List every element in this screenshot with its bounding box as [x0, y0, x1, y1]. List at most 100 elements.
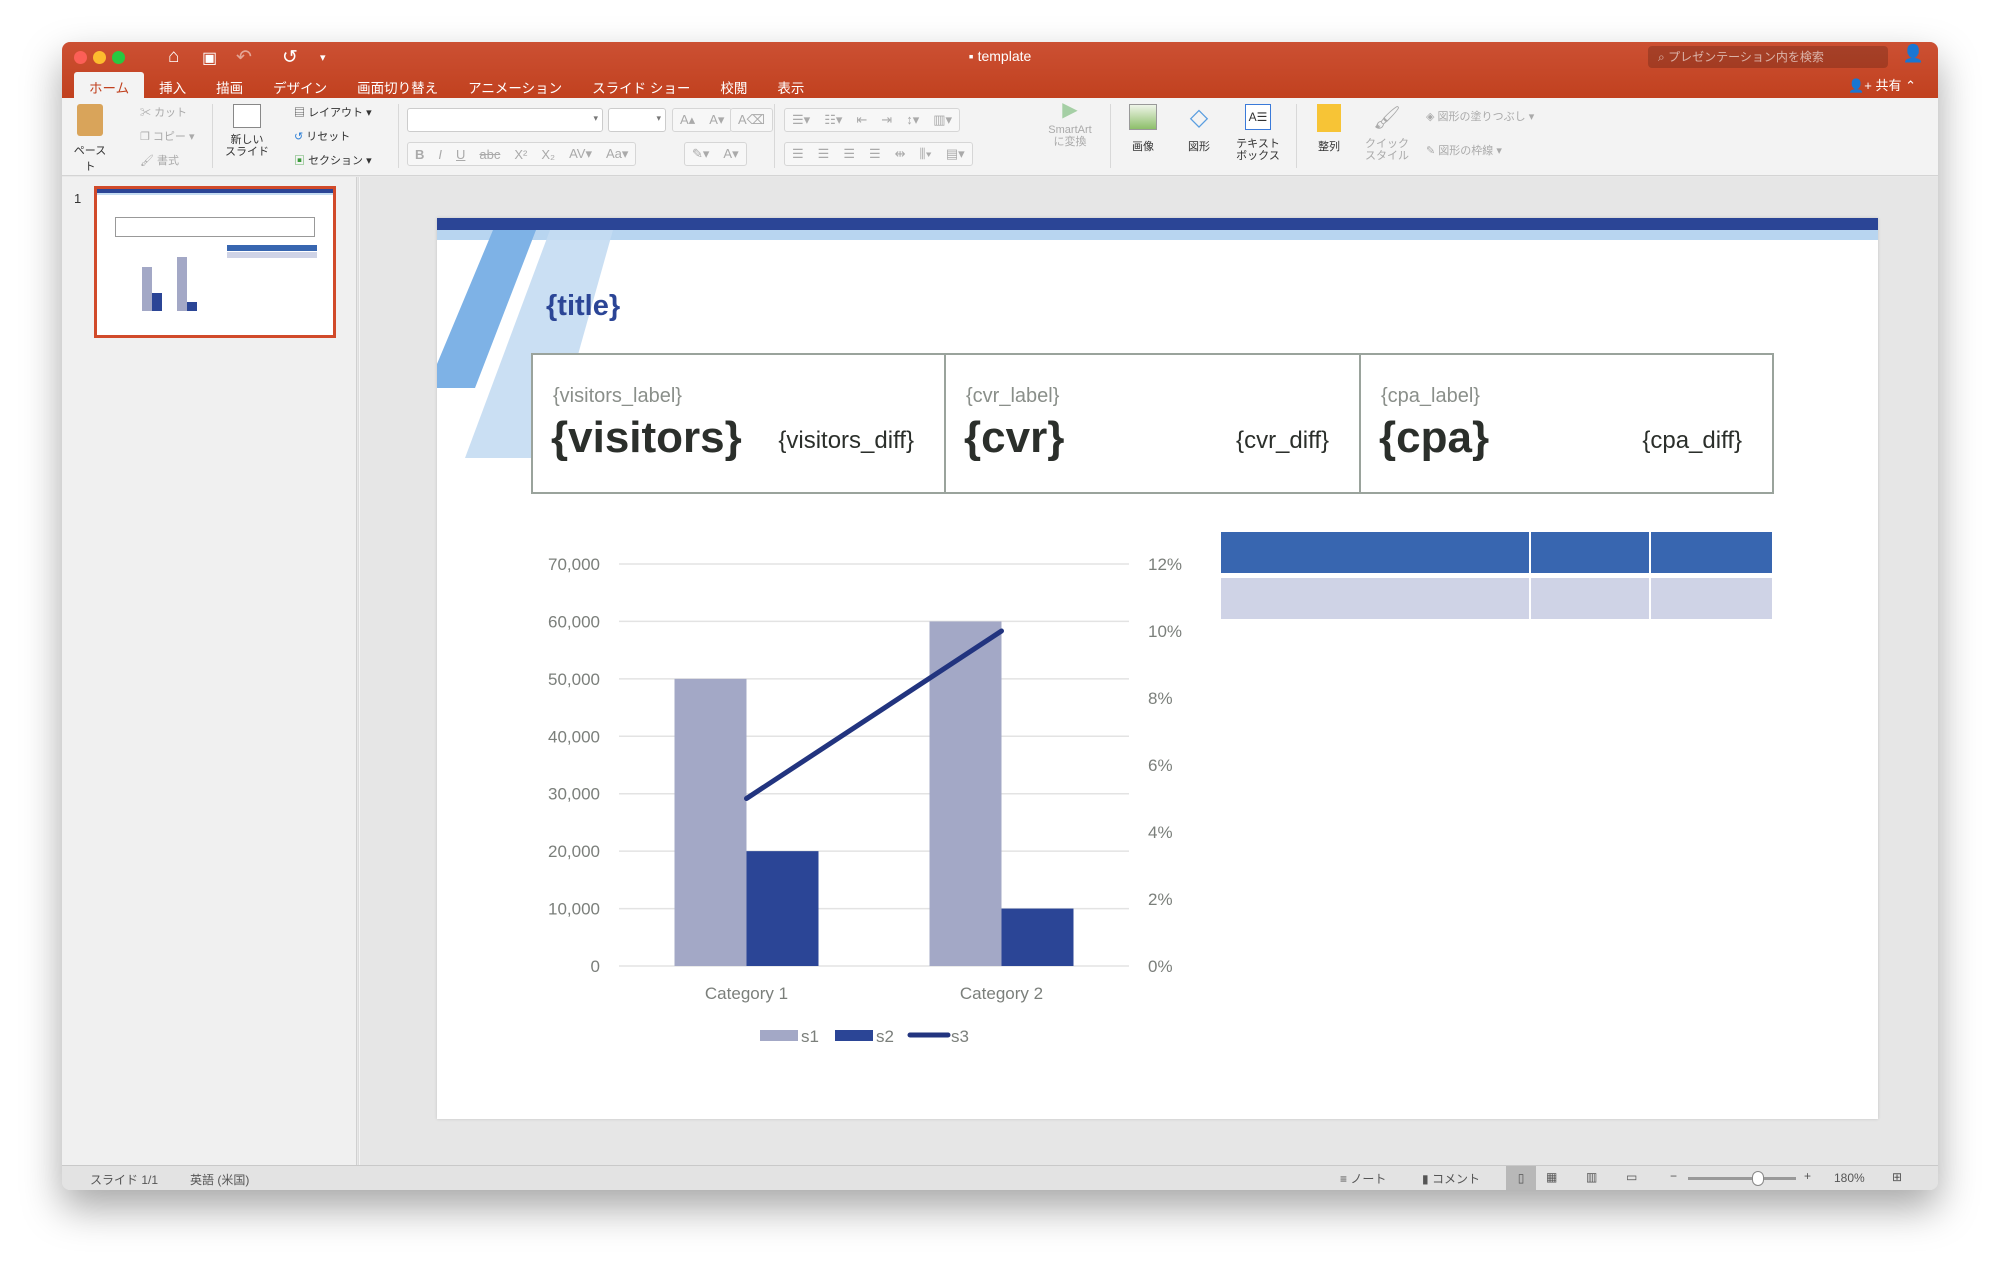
- quick-style-button[interactable]: 🖌 クイック スタイル: [1362, 104, 1412, 162]
- align-left-icon[interactable]: ☰: [792, 146, 804, 161]
- zoom-out-icon[interactable]: −: [1670, 1169, 1678, 1183]
- align-text-icon[interactable]: ▤▾: [945, 146, 965, 161]
- undo-icon[interactable]: ↶: [236, 47, 252, 68]
- subscript-icon[interactable]: X₂: [541, 146, 556, 162]
- tab-transitions[interactable]: 画面切り替え: [357, 81, 439, 96]
- fit-to-window-icon[interactable]: ⊞: [1892, 1170, 1903, 1184]
- shape-fill-button[interactable]: ◈ 図形の塗りつぶし ▾: [1426, 111, 1535, 123]
- grow-font-icon[interactable]: A▴: [680, 112, 696, 127]
- align-center-icon[interactable]: ☰: [817, 146, 830, 161]
- shape-outline-button[interactable]: ✎ 図形の枠線 ▾: [1426, 145, 1502, 157]
- tab-insert[interactable]: 挿入: [159, 81, 187, 96]
- zoom-slider[interactable]: [1688, 1171, 1796, 1186]
- strikethrough-icon[interactable]: abc: [479, 146, 501, 162]
- cut-button[interactable]: ✂ カット: [140, 104, 187, 120]
- share-button[interactable]: 👤+ 共有 ⌃: [1848, 75, 1916, 94]
- home-icon[interactable]: ⌂: [168, 46, 180, 67]
- close-button[interactable]: [74, 51, 87, 64]
- notes-button[interactable]: ≡ ノート: [1340, 1170, 1386, 1187]
- justify-icon[interactable]: ☰: [868, 146, 881, 161]
- italic-icon[interactable]: I: [438, 146, 443, 162]
- reading-view-icon[interactable]: ▥: [1586, 1170, 1598, 1184]
- arrange-button[interactable]: 整列: [1306, 104, 1352, 154]
- numbering-icon[interactable]: ☷▾: [824, 112, 843, 127]
- clear-format-button[interactable]: A⌫: [730, 108, 774, 132]
- account-icon[interactable]: 👤: [1902, 44, 1924, 63]
- y-right-tick-label: 10%: [1148, 622, 1182, 641]
- columns-icon[interactable]: ▥▾: [933, 112, 953, 127]
- search-input[interactable]: ⌕ プレゼンテーション内を検索: [1648, 46, 1888, 68]
- textbox-button[interactable]: A☰ テキスト ボックス: [1230, 104, 1286, 162]
- zoom-level[interactable]: 180%: [1834, 1171, 1865, 1185]
- slide-thumbnail-1[interactable]: [94, 186, 336, 338]
- tab-home[interactable]: ホーム: [74, 72, 145, 98]
- list-buttons: ☰▾ ☷▾ ⇤ ⇥ ↕▾ ▥▾: [784, 108, 961, 132]
- shape-button[interactable]: ◇ 図形: [1176, 104, 1222, 154]
- outdent-icon[interactable]: ⇤: [856, 112, 868, 127]
- slide-title[interactable]: {title}: [546, 290, 621, 322]
- superscript-icon[interactable]: X²: [514, 146, 528, 162]
- highlight-icon[interactable]: ✎▾: [692, 146, 710, 161]
- table-header-cell[interactable]: [1221, 532, 1529, 573]
- table-header-cell[interactable]: [1651, 532, 1772, 573]
- change-case-icon[interactable]: Aa▾: [606, 146, 629, 161]
- font-size-select[interactable]: ▾: [608, 108, 666, 132]
- tab-review[interactable]: 校閲: [720, 81, 748, 96]
- tab-slideshow[interactable]: スライド ショー: [592, 81, 691, 96]
- image-button[interactable]: 画像: [1120, 104, 1166, 154]
- new-slide-button[interactable]: 新しい スライド: [222, 104, 272, 158]
- tab-draw[interactable]: 描画: [216, 81, 244, 96]
- customize-toolbar-icon[interactable]: ▾: [320, 52, 326, 64]
- indent-icon[interactable]: ⇥: [881, 112, 893, 127]
- text-direction-icon[interactable]: ⫼▾: [919, 146, 932, 161]
- collapse-ribbon-icon[interactable]: ⌃: [1905, 78, 1916, 93]
- line-spacing-icon[interactable]: ↕▾: [906, 112, 920, 127]
- shrink-font-icon[interactable]: A▾: [709, 112, 725, 127]
- format-painter-button[interactable]: 🖌 書式: [140, 152, 179, 168]
- table-cell[interactable]: [1221, 578, 1529, 619]
- char-spacing-icon[interactable]: AV▾: [569, 146, 592, 161]
- table-cell[interactable]: [1651, 578, 1772, 619]
- zoom-button[interactable]: [112, 51, 125, 64]
- kpi-value: {visitors}: [551, 413, 742, 462]
- font-name-select[interactable]: ▾: [407, 108, 603, 132]
- slide-counter: スライド 1/1: [90, 1173, 159, 1187]
- underline-icon[interactable]: U: [456, 146, 466, 162]
- combo-chart[interactable]: 0 10,000 20,000 30,000 40,000 50,000 60,000 70,…: [520, 540, 1220, 1060]
- pencil-icon: ✎: [1426, 145, 1439, 157]
- bullets-icon[interactable]: ☰▾: [792, 112, 811, 127]
- tab-view[interactable]: 表示: [777, 81, 805, 96]
- save-icon[interactable]: ▣: [202, 50, 218, 67]
- zoom-slider-handle[interactable]: [1752, 1171, 1764, 1186]
- table-cell[interactable]: [1531, 578, 1649, 619]
- reset-button[interactable]: ↺ リセット: [294, 128, 350, 144]
- distribute-icon[interactable]: ⇹: [894, 146, 906, 161]
- slide-sorter-icon[interactable]: ▦: [1546, 1170, 1558, 1184]
- normal-view-icon[interactable]: ▯: [1506, 1166, 1536, 1190]
- smartart-button[interactable]: ▶ SmartArt に変換: [1042, 100, 1098, 148]
- layout-button[interactable]: ▤ レイアウト ▾: [294, 107, 372, 119]
- bold-icon[interactable]: B: [415, 146, 425, 162]
- shape-label: 図形: [1188, 141, 1210, 153]
- kpi-cpa[interactable]: {cpa_label} {cpa} {cpa_diff}: [1359, 353, 1774, 494]
- comments-button[interactable]: ▮ コメント: [1422, 1170, 1480, 1187]
- kpi-visitors[interactable]: {visitors_label} {visitors} {visitors_di…: [531, 353, 946, 494]
- copy-button[interactable]: ❐ コピー ▾: [140, 131, 195, 143]
- align-right-icon[interactable]: ☰: [843, 146, 855, 161]
- quick-style-label: クイック スタイル: [1365, 138, 1409, 162]
- paste-button[interactable]: ペースト: [70, 104, 110, 174]
- font-color-icon[interactable]: A▾: [723, 146, 739, 161]
- kpi-cvr[interactable]: {cvr_label} {cvr} {cvr_diff}: [944, 353, 1361, 494]
- table-header-cell[interactable]: [1531, 532, 1649, 573]
- kpi-label: {visitors_label}: [553, 385, 682, 407]
- minimize-button[interactable]: [93, 51, 106, 64]
- language-indicator[interactable]: 英語 (米国): [190, 1173, 250, 1187]
- redo-icon[interactable]: ↺: [282, 47, 298, 68]
- tab-design[interactable]: デザイン: [273, 81, 328, 96]
- document-title-text: template: [977, 48, 1032, 64]
- tab-animations[interactable]: アニメーション: [468, 81, 563, 96]
- comments-label: コメント: [1431, 1172, 1480, 1186]
- section-button[interactable]: ▣ セクション ▾: [294, 155, 372, 167]
- zoom-in-icon[interactable]: +: [1804, 1169, 1812, 1183]
- slideshow-icon[interactable]: ▭: [1626, 1170, 1638, 1184]
